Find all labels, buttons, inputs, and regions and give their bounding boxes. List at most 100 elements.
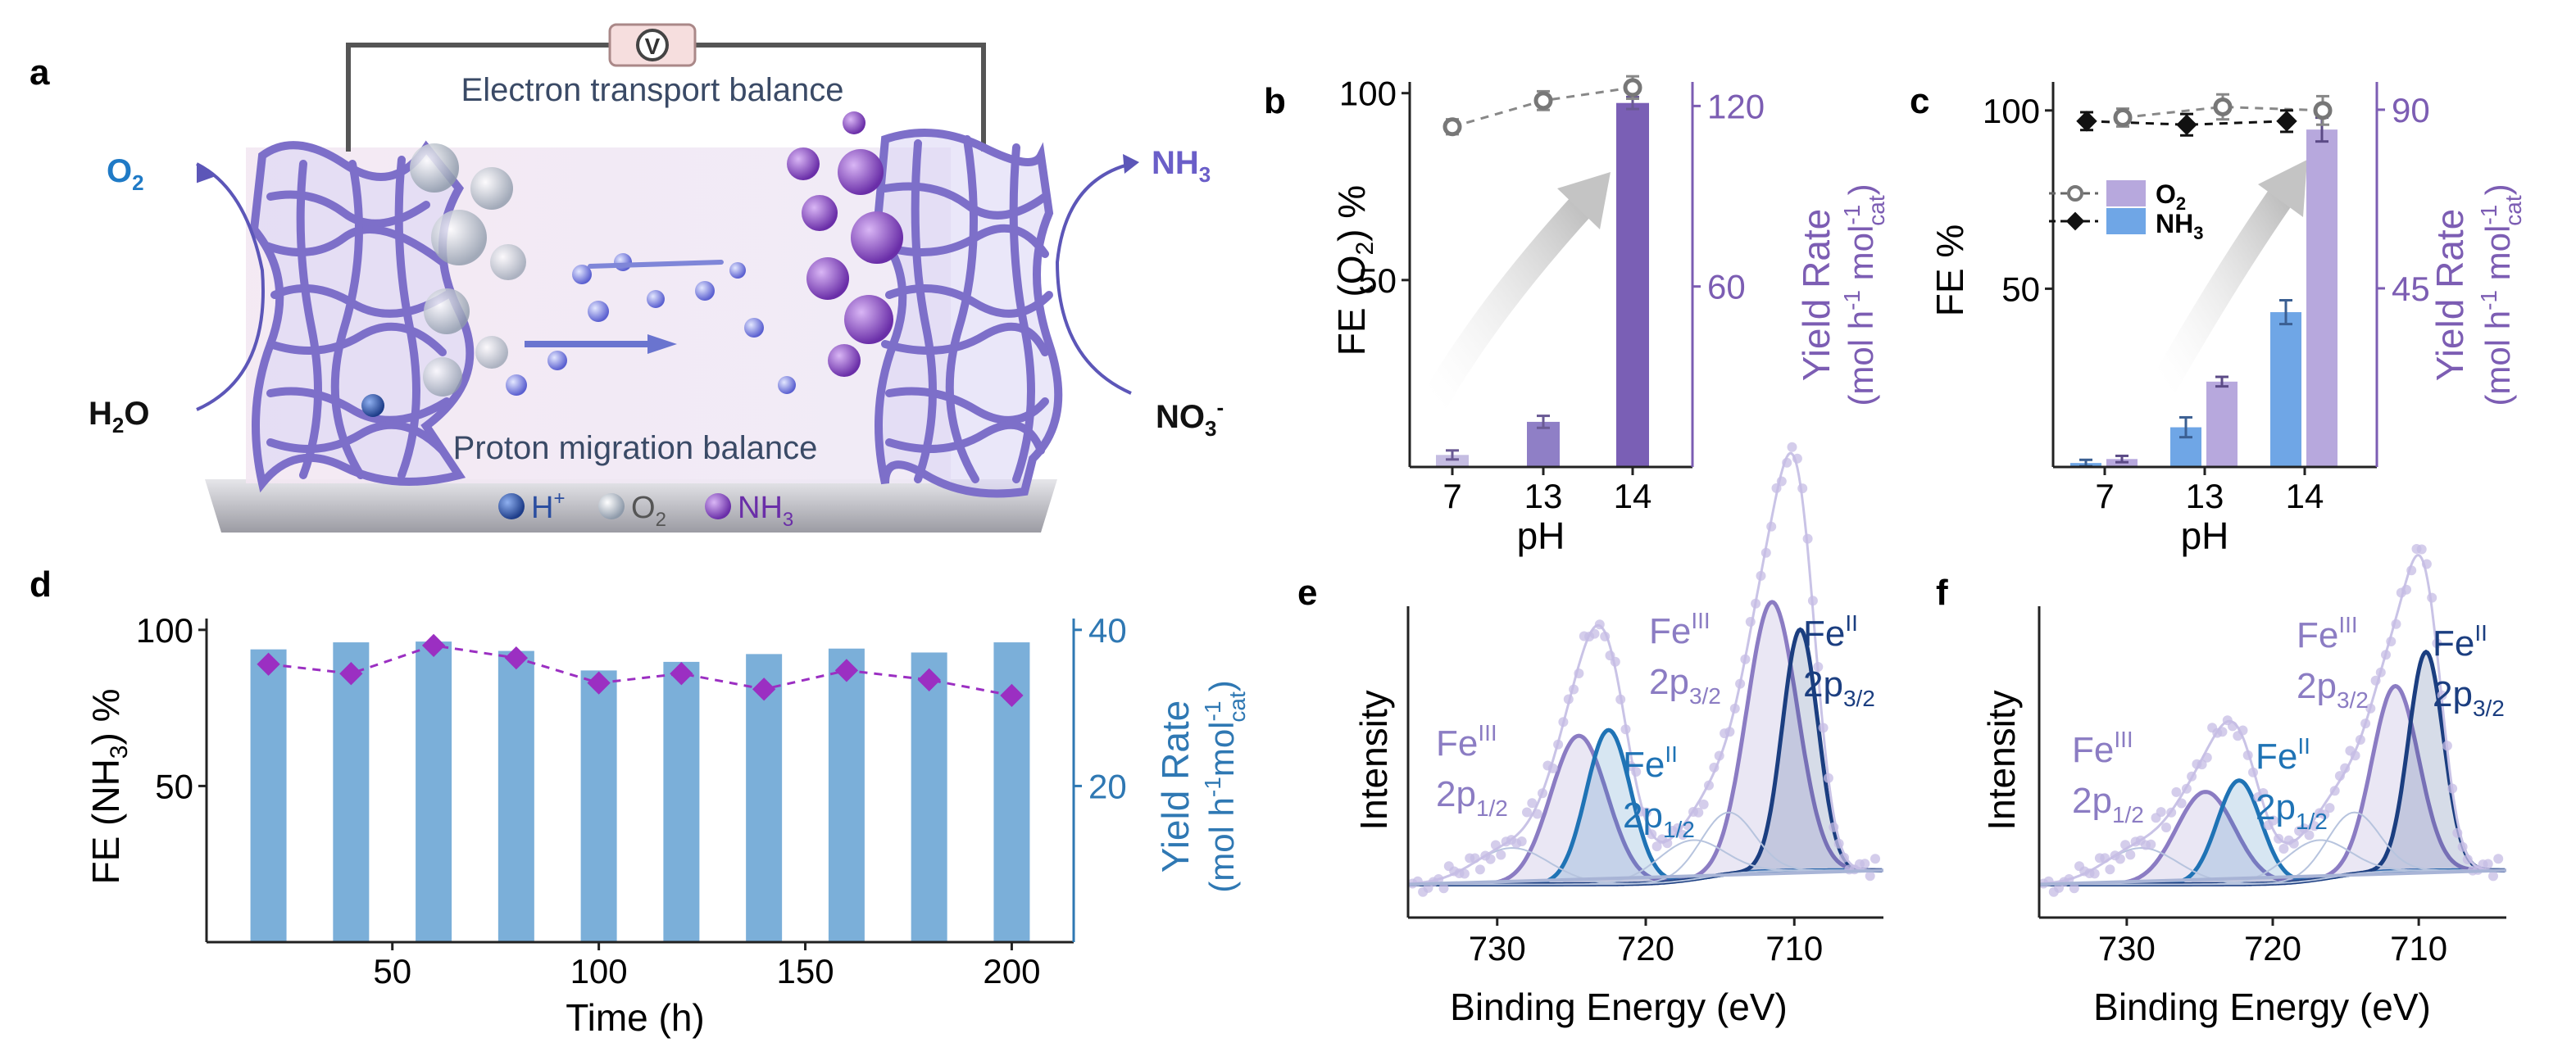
raw-data-point (1771, 483, 1782, 493)
no3-reactant-label: NO3- (1156, 395, 1224, 441)
raw-data-point (2161, 823, 2171, 832)
x-tick-label-100: 100 (570, 952, 628, 990)
fe-o2-point-7 (2113, 108, 2133, 128)
fe-nh3-point-120h (670, 662, 693, 686)
yield-bar-60h (416, 641, 452, 942)
raw-data-point (1693, 807, 1704, 818)
right-tick-label: 40 (1088, 611, 1127, 650)
raw-data-point (2120, 840, 2131, 850)
floor-shadow (205, 479, 1057, 533)
x-tick-label-730: 730 (1469, 929, 1526, 968)
panel-d-xlabel: Time (h) (566, 996, 705, 1039)
nh3-flow-curve (1055, 162, 1132, 395)
proton-migration-label: Proton migration balance (453, 430, 818, 466)
x-tick-label-720: 720 (2244, 929, 2301, 968)
svg-text:H+: H+ (531, 487, 565, 525)
peak-fill-3 (2039, 651, 2506, 885)
raw-data-point (2304, 830, 2315, 841)
peak-fill-1 (2039, 780, 2506, 885)
yield-bars (1436, 95, 1649, 467)
fe-lines-c (2076, 93, 2333, 137)
raw-data-point (1740, 654, 1751, 664)
peak-fill-1 (1408, 730, 1883, 885)
background-line (1407, 868, 1884, 886)
raw-data-point (2401, 584, 2411, 595)
fe-nh3-point-180h (917, 668, 941, 691)
raw-data-point (2462, 854, 2473, 864)
raw-data-point (2391, 619, 2401, 629)
fe-line-d (257, 633, 1024, 708)
fe-o2-point-14 (1623, 78, 1642, 97)
left-tick-label: 50 (155, 767, 193, 805)
raw-data-point (1724, 727, 1735, 737)
raw-data-point (1532, 809, 1542, 819)
fe-line (1442, 75, 1642, 137)
panel-c-left-ylabel: FE % (1929, 224, 1971, 316)
x-tick-label-13: 13 (1524, 477, 1563, 515)
fe-nh3-point-200h (1000, 683, 1024, 708)
panel-e: e 730 720 710 FeIII 2p1/2 FeII 2p1/2 FeIII 2p3/2… (1297, 442, 1884, 1028)
raw-data-point (1839, 852, 1849, 863)
raw-data-point (1698, 799, 1709, 809)
fe-o2-point-13 (2213, 97, 2233, 116)
panel-c-xlabel: pH (2181, 514, 2229, 557)
raw-data-point (1547, 763, 1558, 773)
raw-data-point (2125, 850, 2136, 860)
raw-data-point (2258, 788, 2269, 798)
raw-data-point (2156, 807, 2166, 818)
raw-data-point (1760, 547, 1771, 558)
raw-data-point (2375, 667, 2386, 678)
raw-data-point (2288, 838, 2299, 849)
voltmeter-dial (636, 29, 669, 61)
o2-flow-curve (196, 162, 265, 411)
satellite-2 (2039, 811, 2504, 886)
raw-data-point (2187, 771, 2197, 782)
raw-data-point (2370, 675, 2381, 686)
raw-data-point (1709, 762, 1720, 773)
raw-data-point (2146, 839, 2156, 850)
right-tick-label: 45 (2392, 270, 2430, 308)
raw-data-point (1714, 750, 1724, 761)
raw-data-point (2360, 718, 2371, 729)
raw-data-point (2334, 771, 2345, 782)
legend-o2: O2 (2156, 179, 2186, 214)
raw-data-point (1833, 838, 1844, 849)
svg-text:O2: O2 (631, 491, 666, 531)
panel-label-d: d (30, 564, 52, 605)
raw-data-point (1490, 840, 1501, 850)
o2-product-label: O2 (107, 153, 144, 195)
xps-spectrum-e: 730 720 710 FeIII 2p1/2 FeII 2p1/2 FeIII 2p3/2 Fe… (1406, 442, 1884, 968)
raw-data-point (1522, 807, 1532, 818)
panel-f: f 730 720 710 FeIII 2p1/2 FeII 2p1/2 FeIII 2p3/2… (1936, 544, 2507, 1028)
panel-label-c: c (1910, 81, 1929, 121)
raw-data-point (1433, 874, 1444, 884)
fe-nh3-point-20h (257, 652, 280, 676)
fe-nh3-point-60h (421, 633, 446, 658)
panel-a-legend: H+ O2 NH3 (498, 487, 793, 531)
raw-data-point (2350, 750, 2360, 761)
left-tick-label: 50 (1358, 261, 1397, 300)
yield-bar-120h (663, 661, 700, 942)
raw-data-point (1574, 669, 1584, 678)
raw-data-point (2437, 690, 2447, 700)
raw-data-point (2319, 809, 2330, 820)
panel-f-xlabel: Binding Energy (eV) (2093, 986, 2431, 1028)
panel-label-b: b (1264, 81, 1286, 121)
raw-data-point (1516, 836, 1527, 846)
raw-data-point (1459, 868, 1470, 879)
x-tick-label-14: 14 (2286, 477, 2324, 515)
peak-label-orbital-3: 2p3/2 (2433, 674, 2505, 721)
raw-data-point (2483, 859, 2493, 869)
raw-data-point (1756, 570, 1766, 581)
fe-nh3-line (268, 644, 1012, 697)
raw-data-point (1589, 628, 1600, 639)
nh3-spheres (787, 111, 903, 377)
satellite-2 (1408, 811, 1881, 886)
x-tick-label-50: 50 (373, 952, 411, 990)
panel-b-right-ylabel-1: Yield Rate (1795, 209, 1838, 382)
panel-e-xlabel: Binding Energy (eV) (1450, 986, 1788, 1028)
trend-arrow (1420, 183, 1604, 415)
raw-data-point (2324, 803, 2335, 814)
x-tick-label-710: 710 (2390, 929, 2447, 968)
